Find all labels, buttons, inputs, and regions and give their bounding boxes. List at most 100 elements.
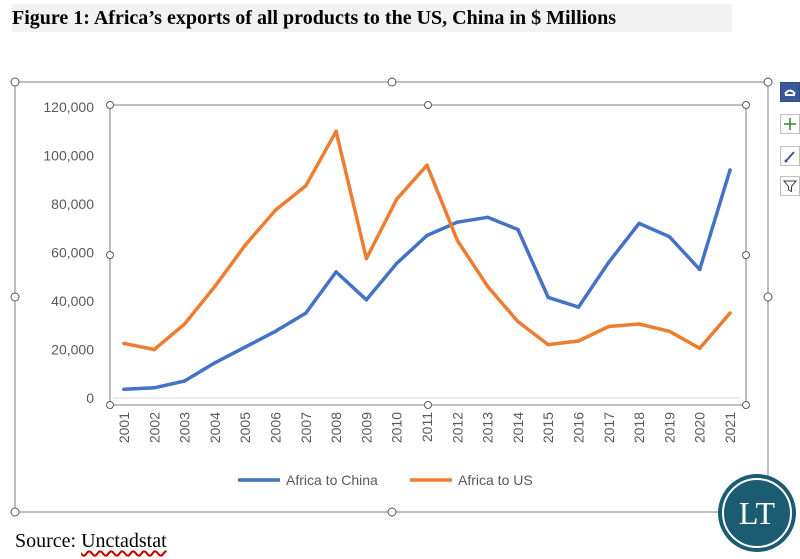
chart-resize-handle[interactable] bbox=[387, 507, 397, 517]
data-point bbox=[485, 284, 490, 289]
data-point bbox=[728, 168, 732, 172]
data-point bbox=[607, 324, 611, 329]
x-tick-label: 2015 bbox=[540, 412, 556, 443]
data-point bbox=[122, 387, 126, 392]
data-point bbox=[243, 243, 247, 247]
data-point bbox=[637, 221, 641, 226]
plot-resize-handle[interactable] bbox=[742, 251, 750, 259]
x-tick-label: 2005 bbox=[237, 412, 253, 443]
chart-filter-button[interactable] bbox=[780, 176, 800, 196]
data-point bbox=[425, 163, 429, 167]
plot-resize-handle[interactable] bbox=[106, 251, 114, 259]
plot-resize-handle[interactable] bbox=[742, 401, 750, 409]
data-point bbox=[576, 305, 581, 309]
data-point bbox=[546, 295, 550, 300]
source-link[interactable]: Unctadstat bbox=[81, 530, 167, 552]
y-tick-label: 80,000 bbox=[51, 196, 94, 212]
y-tick-label: 40,000 bbox=[51, 293, 94, 309]
y-tick-label: 60,000 bbox=[51, 245, 94, 261]
data-point bbox=[576, 339, 581, 343]
x-tick-label: 2007 bbox=[298, 412, 314, 443]
data-point bbox=[516, 227, 520, 232]
data-point bbox=[364, 256, 369, 261]
x-tick-label: 2018 bbox=[631, 412, 647, 443]
source-note: Source: Unctadstat bbox=[15, 530, 167, 553]
data-point bbox=[122, 341, 126, 346]
data-point bbox=[213, 361, 217, 365]
chart-styles-button[interactable] bbox=[780, 82, 800, 102]
data-point bbox=[455, 220, 460, 224]
x-tick-label: 2010 bbox=[389, 412, 405, 443]
chart-resize-handle[interactable] bbox=[10, 292, 20, 302]
legend-label: Africa to China bbox=[286, 472, 378, 488]
y-tick-label: 100,000 bbox=[43, 148, 94, 164]
plot-area-frame[interactable] bbox=[109, 104, 747, 406]
data-point bbox=[334, 270, 338, 274]
data-point bbox=[304, 184, 308, 188]
chart-resize-handle[interactable] bbox=[387, 77, 397, 87]
data-point bbox=[728, 311, 732, 315]
data-point bbox=[607, 260, 611, 264]
plot-resize-handle[interactable] bbox=[742, 101, 750, 109]
x-tick-label: 2011 bbox=[419, 412, 435, 442]
data-point bbox=[485, 215, 490, 220]
data-point bbox=[213, 284, 217, 289]
x-tick-label: 2020 bbox=[692, 412, 708, 443]
y-tick-label: 120,000 bbox=[43, 99, 94, 115]
data-point bbox=[516, 319, 520, 324]
data-point bbox=[364, 298, 369, 302]
x-tick-label: 2001 bbox=[116, 412, 132, 443]
data-point bbox=[425, 233, 429, 238]
data-point bbox=[152, 386, 157, 390]
data-point bbox=[667, 329, 672, 334]
data-point bbox=[152, 347, 157, 352]
x-tick-label: 2019 bbox=[661, 412, 677, 443]
figure-title: Figure 1: Africa’s exports of all produc… bbox=[12, 4, 732, 32]
data-point bbox=[455, 238, 460, 243]
data-point bbox=[182, 379, 187, 383]
data-point bbox=[637, 322, 641, 326]
data-point bbox=[697, 267, 702, 272]
chart-resize-handle[interactable] bbox=[763, 292, 773, 302]
chart-elements-plus-icon bbox=[784, 118, 796, 130]
chart-resize-handle[interactable] bbox=[10, 507, 20, 517]
data-point bbox=[667, 234, 672, 239]
x-tick-label: 2009 bbox=[358, 412, 374, 443]
data-point bbox=[304, 311, 308, 315]
chart-elements-button[interactable] bbox=[780, 114, 800, 134]
plot-resize-handle[interactable] bbox=[106, 101, 114, 109]
x-tick-label: 2017 bbox=[601, 412, 617, 443]
x-tick-label: 2012 bbox=[449, 412, 465, 443]
x-tick-label: 2014 bbox=[510, 412, 526, 443]
x-tick-label: 2016 bbox=[571, 412, 587, 443]
data-point bbox=[394, 261, 399, 266]
lt-logo: LT bbox=[718, 474, 796, 552]
chart-frame[interactable] bbox=[14, 81, 769, 513]
chart-styles-icon bbox=[784, 89, 796, 96]
data-point bbox=[546, 342, 550, 347]
chart-filter-icon bbox=[783, 180, 797, 193]
data-point bbox=[182, 322, 187, 326]
y-tick-label: 20,000 bbox=[51, 342, 94, 358]
plot-resize-handle[interactable] bbox=[106, 401, 114, 409]
source-prefix: Source: bbox=[15, 530, 82, 552]
x-tick-label: 2021 bbox=[722, 412, 738, 443]
legend-label: Africa to US bbox=[458, 472, 533, 488]
data-point bbox=[394, 197, 399, 201]
x-tick-label: 2006 bbox=[268, 412, 284, 443]
chart-resize-handle[interactable] bbox=[763, 77, 773, 87]
plot-resize-handle[interactable] bbox=[424, 401, 432, 409]
chart-style-brush-button[interactable] bbox=[780, 146, 800, 166]
chart-style-brush-icon bbox=[784, 151, 795, 163]
data-point bbox=[273, 329, 278, 334]
x-tick-label: 2002 bbox=[146, 412, 162, 443]
x-tick-label: 2003 bbox=[177, 412, 193, 443]
x-tick-label: 2008 bbox=[328, 412, 344, 443]
chart-resize-handle[interactable] bbox=[10, 77, 20, 87]
plot-resize-handle[interactable] bbox=[424, 101, 432, 109]
series-line[interactable] bbox=[122, 168, 732, 392]
x-tick-label: 2004 bbox=[207, 412, 223, 443]
data-point bbox=[243, 345, 247, 349]
data-point bbox=[273, 208, 278, 212]
